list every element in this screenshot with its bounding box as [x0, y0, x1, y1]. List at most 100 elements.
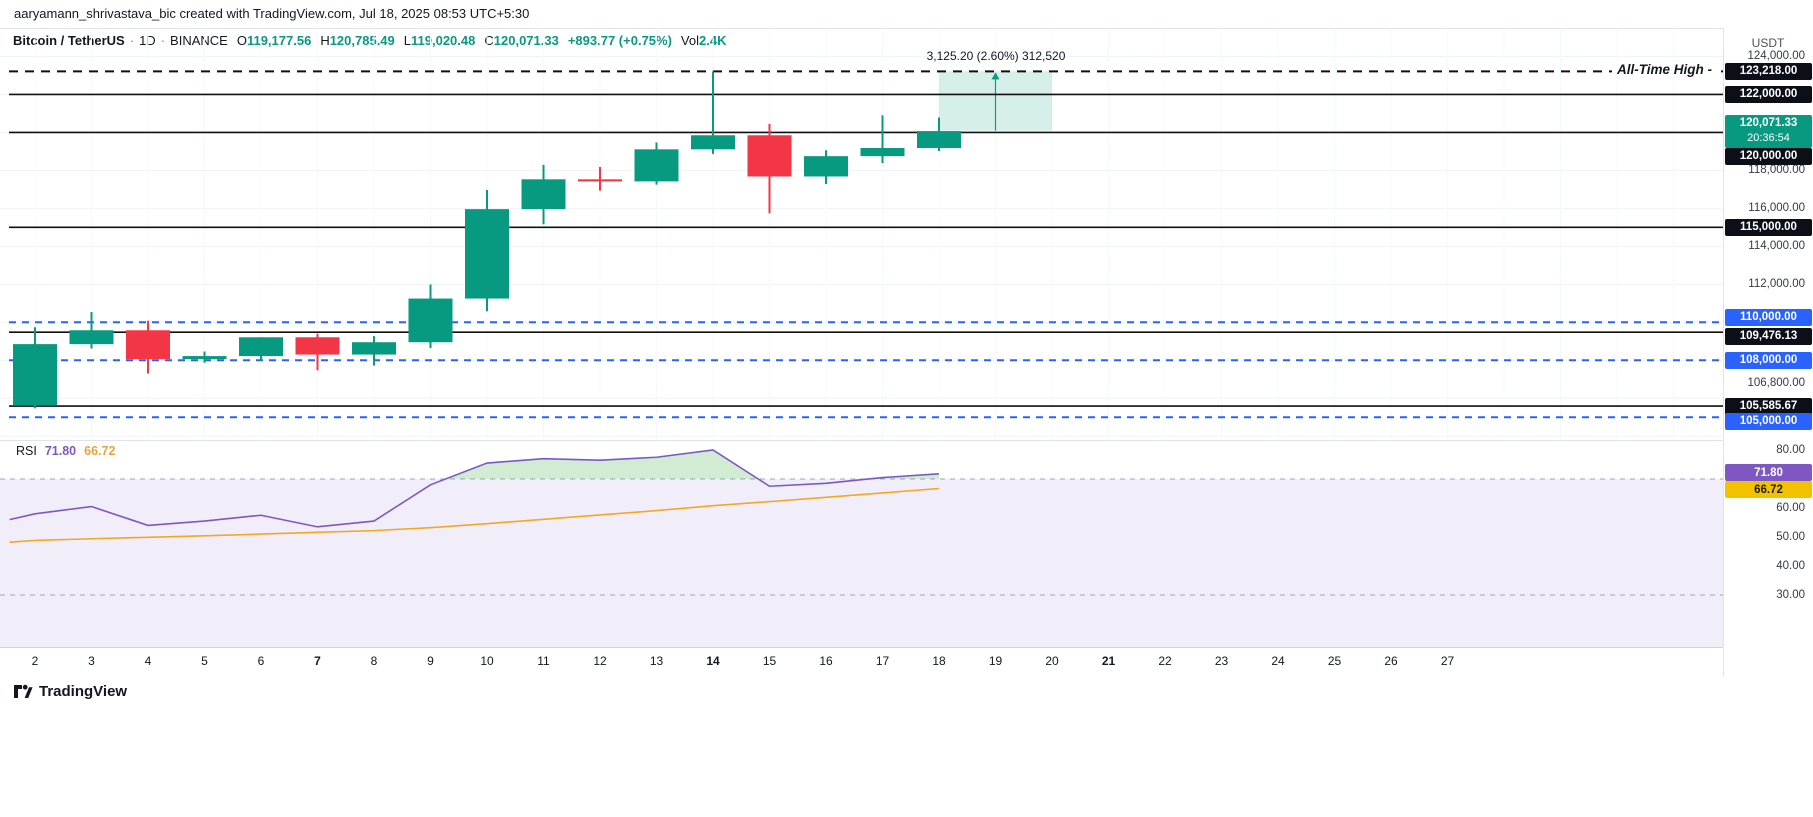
range-arrow-head [991, 72, 1000, 80]
low-label: L [403, 33, 412, 48]
time-axis-label: 16 [819, 654, 833, 668]
candle-body [691, 135, 735, 150]
low-value: 119,020.48 [411, 33, 476, 48]
rsi-label[interactable]: RSI [16, 444, 37, 458]
rsi-overbought-fill [9, 450, 939, 479]
time-axis-label: 13 [649, 654, 664, 668]
symbol-legend: Bitcoin / TetherUS · 1D · BINANCE O119,177.56… [13, 33, 726, 48]
time-axis-label: 26 [1384, 654, 1398, 668]
attribution-bar: aaryamann_shrivastava_bic created with T… [0, 0, 1813, 29]
candle-body [634, 149, 679, 182]
rsi-ma-badge: 66.72 [1725, 481, 1812, 498]
legend-separator: · [129, 33, 135, 48]
candle-body [126, 330, 170, 360]
rsi-value-badge: 71.80 [1725, 464, 1812, 481]
rsi-axis-label: 40.00 [1776, 560, 1805, 572]
change-value: +893.77 (+0.75%) [567, 33, 672, 48]
interval-label[interactable]: 1D [139, 33, 156, 48]
candle-body [69, 330, 114, 345]
pane-divider[interactable] [0, 440, 1813, 441]
time-axis-label: 10 [480, 654, 494, 668]
rsi-value: 71.80 [44, 444, 77, 458]
price-axis-label: 118,000.00 [1748, 164, 1805, 177]
time-axis-label: 8 [370, 654, 378, 668]
time-axis-label: 22 [1158, 654, 1172, 668]
candle-body [408, 298, 453, 343]
time-axis-label: 6 [257, 654, 265, 668]
time-axis-border [0, 647, 1813, 648]
exchange-label: BINANCE [170, 33, 228, 48]
price-axis-label: 112,000.00 [1748, 278, 1805, 291]
time-axis-label: 24 [1271, 654, 1285, 668]
support-level-badge: 105,000.00 [1725, 412, 1812, 430]
rsi-axis-label: 30.00 [1776, 589, 1805, 601]
rsi-axis-label: 50.00 [1776, 531, 1805, 543]
rsi-pane[interactable] [0, 440, 1723, 647]
time-axis[interactable]: 2 3 4 5 6 7 8 9 10 11 12 13 14 15 16 17 18 19 20 21 22 23 24 25… [0, 647, 1723, 676]
price-axis-label: 116,000.00 [1748, 202, 1805, 215]
support-level-badge: 108,000.00 [1725, 351, 1812, 369]
legend-separator: · [160, 33, 166, 48]
rsi-line [9, 449, 940, 528]
time-axis-label: 27 [1440, 654, 1455, 668]
price-level-badge: 123,218.00 [1725, 62, 1812, 80]
attribution-text: aaryamann_shrivastava_bic created with T… [14, 6, 530, 21]
tradingview-logo-text: TradingView [39, 683, 128, 700]
time-axis-label: 11 [537, 654, 550, 668]
last-price-badge: 120,071.33 20:36:54 [1725, 114, 1812, 148]
tradingview-logo[interactable]: TradingView [12, 681, 127, 702]
time-axis-label: 9 [427, 654, 434, 668]
bar-countdown: 20:36:54 [1747, 132, 1790, 145]
close-label: C [484, 33, 494, 48]
candle-body [804, 156, 848, 177]
price-range-measure-label: 3,125.20 (2.60%) 312,520 [926, 49, 1066, 63]
support-level-badge: 110,000.00 [1725, 308, 1812, 326]
last-price-value: 120,071.33 [1739, 117, 1798, 130]
price-axis-label: 106,800.00 [1747, 377, 1805, 390]
time-axis-label: 7 [314, 654, 321, 668]
rsi-axis-label: 60.00 [1776, 502, 1805, 514]
candle-body [352, 342, 396, 355]
time-axis-label: 12 [593, 654, 607, 668]
candle-body [747, 135, 792, 177]
price-level-badge: 120,000.00 [1725, 147, 1812, 165]
time-axis-label: 4 [144, 654, 152, 668]
close-value: 120,071.33 [493, 33, 559, 48]
price-level-badge: 105,585.67 [1725, 397, 1812, 415]
candle-body [465, 209, 509, 299]
high-value: 120,785.49 [329, 33, 395, 48]
price-level-badge: 122,000.00 [1725, 85, 1812, 103]
price-axis-label: 124,000.00 [1747, 50, 1805, 63]
candle-body [521, 179, 566, 210]
time-axis-label: 2 [31, 654, 39, 668]
time-axis-label: 15 [762, 654, 777, 668]
candle-body [578, 179, 622, 182]
time-axis-label: 23 [1214, 654, 1229, 668]
price-chart-pane[interactable] [0, 28, 1723, 440]
time-axis-label: 25 [1327, 654, 1342, 668]
time-axis-label: 17 [875, 654, 890, 668]
candle-body [182, 356, 227, 360]
open-value: 119,177.56 [246, 33, 312, 48]
time-axis-label: 21 [1101, 654, 1116, 668]
rsi-band-fill [0, 479, 1723, 647]
candle-body [239, 337, 283, 357]
price-axis[interactable]: USDT 124,000.00 118,000.00 116,000.00 114,0… [1723, 28, 1813, 677]
candle-body [295, 337, 340, 355]
candle-body [13, 344, 57, 406]
time-axis-label: 5 [201, 654, 208, 668]
price-level-badge: 109,476.13 [1725, 327, 1812, 345]
tradingview-logo-icon [14, 684, 33, 698]
time-axis-label: 3 [88, 654, 95, 668]
currency-label: USDT [1751, 36, 1785, 50]
all-time-high-label: All-Time High - [1611, 62, 1717, 77]
rsi-ma-line [9, 487, 940, 544]
high-label: H [320, 33, 330, 48]
time-axis-label: 19 [988, 654, 1003, 668]
candle-body [917, 131, 961, 149]
time-axis-label: 18 [932, 654, 946, 668]
price-axis-label: 114,000.00 [1748, 240, 1805, 253]
time-axis-label: 14 [706, 654, 720, 668]
symbol-name[interactable]: Bitcoin / TetherUS [13, 33, 125, 48]
rsi-ma-value: 66.72 [84, 444, 116, 458]
